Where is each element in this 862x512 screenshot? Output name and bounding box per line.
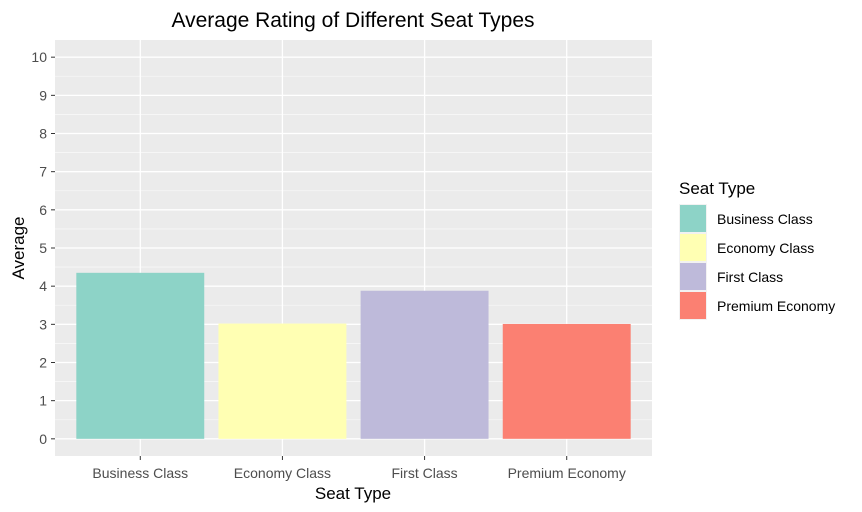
bars (76, 272, 631, 439)
y-tick-label: 9 (39, 87, 47, 103)
x-axis: Business Class Economy Class First Class Pr… (92, 456, 626, 481)
legend-label: Premium Economy (717, 298, 835, 314)
y-axis: 0 1 2 3 4 5 6 7 8 9 10 (31, 49, 55, 447)
bar-first-class (360, 290, 489, 439)
y-tick-label: 7 (39, 164, 47, 180)
bar-premium-economy (502, 323, 631, 439)
y-tick-label: 1 (39, 393, 47, 409)
chart-title: Average Rating of Different Seat Types (171, 9, 534, 32)
y-tick-label: 6 (39, 202, 47, 218)
x-axis-title: Seat Type (315, 484, 391, 503)
y-tick-label: 10 (31, 49, 47, 65)
legend-label: Business Class (717, 211, 813, 227)
legend-swatch (680, 263, 706, 290)
y-tick-label: 2 (39, 354, 47, 370)
x-tick-label: Business Class (92, 465, 188, 481)
y-tick-label: 4 (39, 278, 47, 294)
legend: Seat Type Business Class Economy Class Fir… (679, 179, 835, 320)
x-tick-label: Economy Class (234, 465, 331, 481)
x-tick-label: Premium Economy (508, 465, 626, 481)
legend-label: First Class (717, 269, 783, 285)
y-tick-label: 3 (39, 316, 47, 332)
legend-swatch (680, 234, 706, 261)
y-tick-label: 5 (39, 240, 47, 256)
y-tick-label: 0 (39, 431, 47, 447)
legend-title: Seat Type (679, 179, 755, 198)
legend-label: Economy Class (717, 240, 814, 256)
bar-economy-class (218, 323, 347, 439)
bar-business-class (76, 272, 205, 439)
y-tick-label: 8 (39, 126, 47, 142)
legend-swatch (680, 292, 706, 319)
y-axis-title: Average (9, 216, 28, 279)
legend-swatch (680, 205, 706, 232)
x-tick-label: First Class (392, 465, 458, 481)
